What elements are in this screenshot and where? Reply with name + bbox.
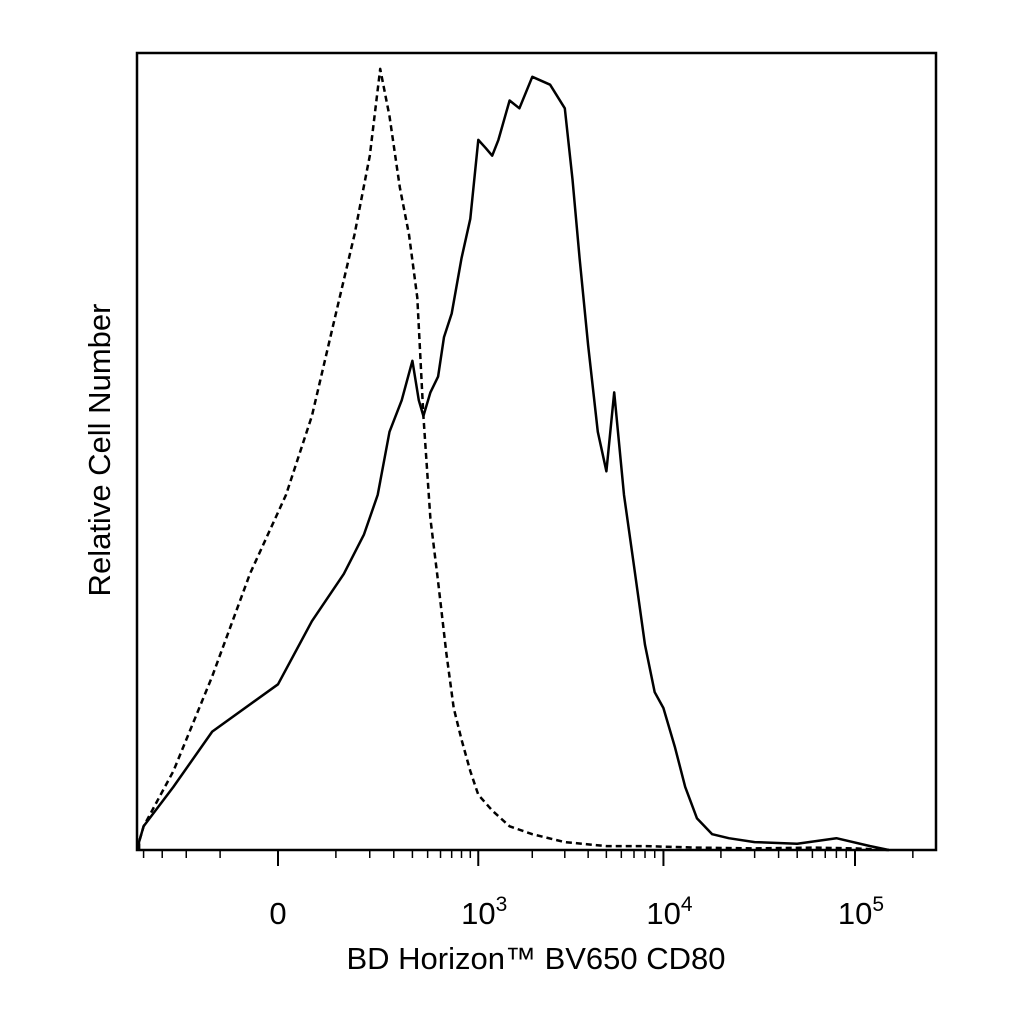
series-layer bbox=[137, 67, 890, 852]
histogram-dashed-series bbox=[137, 67, 889, 852]
y-axis-label: Relative Cell Number bbox=[82, 304, 117, 597]
x-tick-label: 103 bbox=[461, 893, 507, 931]
x-tick-label: 105 bbox=[838, 893, 884, 931]
x-axis-label: BD Horizon™ BV650 CD80 bbox=[346, 941, 725, 976]
histogram-solid-series bbox=[137, 75, 890, 852]
x-tick-label: 104 bbox=[646, 893, 692, 931]
plot-frame bbox=[135, 51, 938, 852]
x-tick-label: 0 bbox=[269, 896, 286, 931]
x-axis-ticks bbox=[142, 850, 914, 866]
x-tick-labels: 0 103 104 105 bbox=[269, 893, 884, 931]
